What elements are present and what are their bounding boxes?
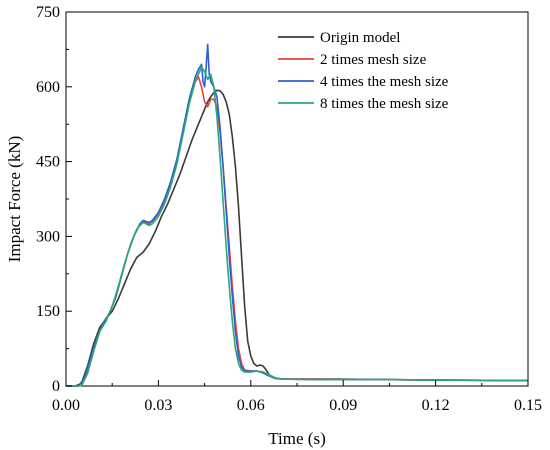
x-tick-label: 0.15 bbox=[514, 397, 542, 414]
y-tick-label: 750 bbox=[36, 4, 60, 21]
plot-area bbox=[65, 11, 529, 387]
x-axis-title: Time (s) bbox=[268, 429, 325, 448]
series-line-4 bbox=[66, 66, 529, 387]
legend: Origin model 2 times mesh size 4 times the… bbox=[278, 30, 449, 112]
x-tick-label: 0.09 bbox=[329, 397, 357, 414]
x-tick-label: 0.00 bbox=[52, 397, 80, 414]
x-tick-label: 0.06 bbox=[237, 397, 265, 414]
x-tick-label: 0.12 bbox=[422, 397, 450, 414]
y-tick-label: 450 bbox=[36, 154, 60, 171]
y-axis-title: Impact Force (kN) bbox=[5, 136, 24, 263]
y-tick-label: 300 bbox=[36, 228, 60, 245]
legend-label-3: 4 times the mesh size bbox=[320, 74, 449, 90]
series-layer bbox=[66, 43, 529, 387]
ticks-layer: 0.00 0.03 0.06 0.09 0.12 0.15 0 150 300 450 600 750 bbox=[36, 4, 542, 414]
legend-label-2: 2 times mesh size bbox=[320, 52, 427, 68]
y-tick-label: 150 bbox=[36, 303, 60, 320]
legend-label-1: Origin model bbox=[320, 30, 400, 46]
x-tick-label: 0.03 bbox=[144, 397, 172, 414]
legend-label-4: 8 times the mesh size bbox=[320, 96, 449, 112]
y-tick-label: 0 bbox=[52, 378, 60, 395]
y-tick-label: 600 bbox=[36, 79, 60, 96]
